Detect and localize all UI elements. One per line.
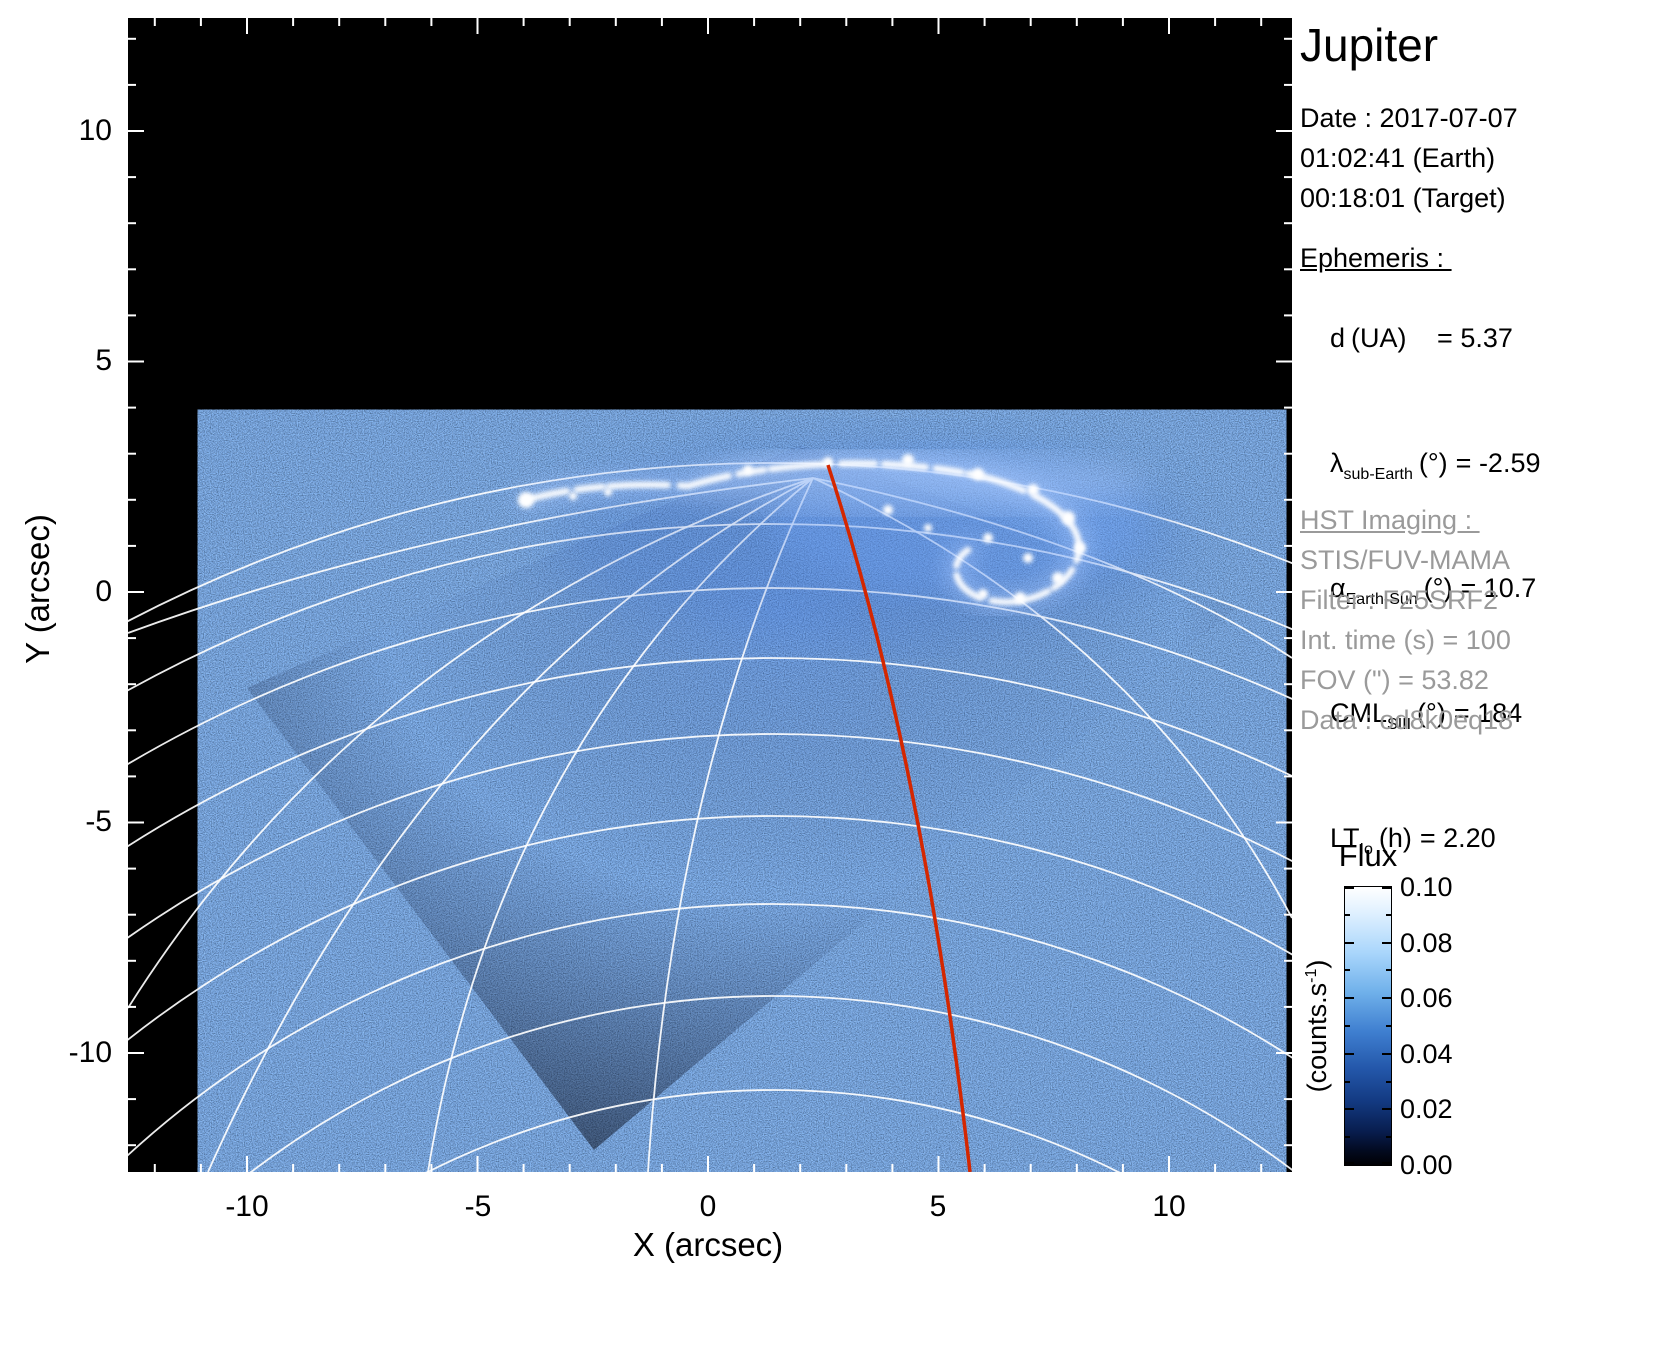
ephemeris-row-io-localtime: LTIo (h) = 2.20 — [1330, 823, 1496, 858]
hst-filter: Filter : F25SRF2 — [1300, 585, 1499, 615]
hst-instrument: STIS/FUV-MAMA — [1300, 545, 1511, 575]
colorbar-tick-mark — [1382, 1052, 1391, 1055]
cb-tick-002: 0.02 — [1400, 1094, 1453, 1124]
x-tick-5: 5 — [929, 1190, 947, 1223]
colorbar-tick-mark — [1386, 1136, 1391, 1139]
colorbar-tick-mark — [1345, 997, 1354, 1000]
x-tick-0: 0 — [699, 1190, 717, 1223]
red-meridian-line — [826, 464, 972, 1172]
colorbar-tick-mark — [1345, 1080, 1350, 1083]
x-tick--10: -10 — [225, 1190, 269, 1223]
colorbar-tick-mark — [1382, 1108, 1391, 1111]
auroral-oval — [515, 438, 1188, 638]
aurora-image-plot — [128, 18, 1292, 1172]
colorbar-tick-mark — [1386, 913, 1391, 916]
colorbar-tick-mark — [1345, 1136, 1350, 1139]
y-tick-0: 0 — [95, 575, 112, 608]
colorbar-tick-mark — [1382, 1162, 1391, 1164]
x-tick-10: 10 — [1152, 1190, 1186, 1223]
x-axis-title: X (arcsec) — [632, 1226, 784, 1263]
earth-time: 01:02:41 (Earth) — [1300, 143, 1496, 173]
colorbar-title: Flux — [1338, 838, 1398, 873]
colorbar-tick-mark — [1345, 1025, 1350, 1027]
y-tick--10: -10 — [68, 1036, 112, 1069]
cb-tick-010: 0.10 — [1400, 872, 1453, 902]
colorbar-tick-mark — [1345, 1162, 1354, 1164]
colorbar-tick-mark — [1386, 1025, 1391, 1027]
hst-int-time: Int. time (s) = 100 — [1300, 625, 1511, 655]
colorbar-gradient — [1344, 886, 1392, 1166]
target-time: 00:18:01 (Target) — [1300, 183, 1506, 213]
colorbar-tick-mark — [1345, 1052, 1354, 1055]
colorbar-tick-mark — [1382, 997, 1391, 1000]
colorbar-tick-mark — [1345, 887, 1354, 889]
target-title: Jupiter — [1300, 19, 1439, 71]
x-tick--5: -5 — [464, 1190, 492, 1223]
cb-tick-008: 0.08 — [1400, 928, 1453, 958]
colorbar-tick-mark — [1345, 969, 1350, 972]
y-tick--5: -5 — [85, 805, 112, 838]
hst-data-id: Data : od8k0eq18 — [1300, 705, 1514, 735]
hst-fov: FOV (") = 53.82 — [1300, 665, 1489, 695]
cb-tick-004: 0.04 — [1400, 1039, 1453, 1069]
colorbar-tick-mark — [1386, 969, 1391, 972]
aurora-bright-patches — [518, 454, 1086, 604]
ephemeris-row-distance: d (UA) = 5.37 — [1330, 323, 1513, 353]
ephemeris-row-subearth-lat: λsub-Earth (°) = -2.59 — [1330, 448, 1541, 483]
ephemeris-heading: Ephemeris : — [1300, 243, 1452, 273]
hst-imaging-block: HST Imaging : STIS/FUV-MAMA Filter : F25… — [1300, 500, 1513, 740]
cb-tick-000: 0.00 — [1400, 1150, 1453, 1180]
colorbar-tick-mark — [1382, 941, 1391, 944]
axis-tick-marks — [128, 18, 1292, 1172]
y-tick-5: 5 — [95, 344, 112, 377]
hst-heading: HST Imaging : — [1300, 505, 1480, 535]
colorbar-tick-mark — [1345, 913, 1350, 916]
colorbar-tick-mark — [1382, 887, 1391, 889]
ephemeris-row-phase-angle: αEarth-Sun (°) = 10.7 — [1330, 573, 1537, 608]
observation-datetime-block: Date : 2017-07-07 01:02:41 (Earth) 00:18… — [1300, 98, 1518, 218]
date-line: Date : 2017-07-07 — [1300, 103, 1518, 133]
colorbar-unit-label: (counts.s-1) — [1302, 959, 1332, 1093]
cb-tick-006: 0.06 — [1400, 983, 1453, 1013]
y-axis-title: Y (arcsec) — [19, 514, 56, 664]
colorbar-tick-mark — [1345, 1108, 1354, 1111]
ephemeris-block: Ephemeris : d (UA) = 5.37 λsub-Earth (°) = … — [1300, 238, 1540, 903]
y-tick-10: 10 — [78, 114, 112, 147]
colorbar-tick-mark — [1386, 1080, 1391, 1083]
colorbar-tick-mark — [1345, 941, 1354, 944]
ephemeris-row-cml: CMLSIII (°) = 184 — [1330, 698, 1523, 733]
